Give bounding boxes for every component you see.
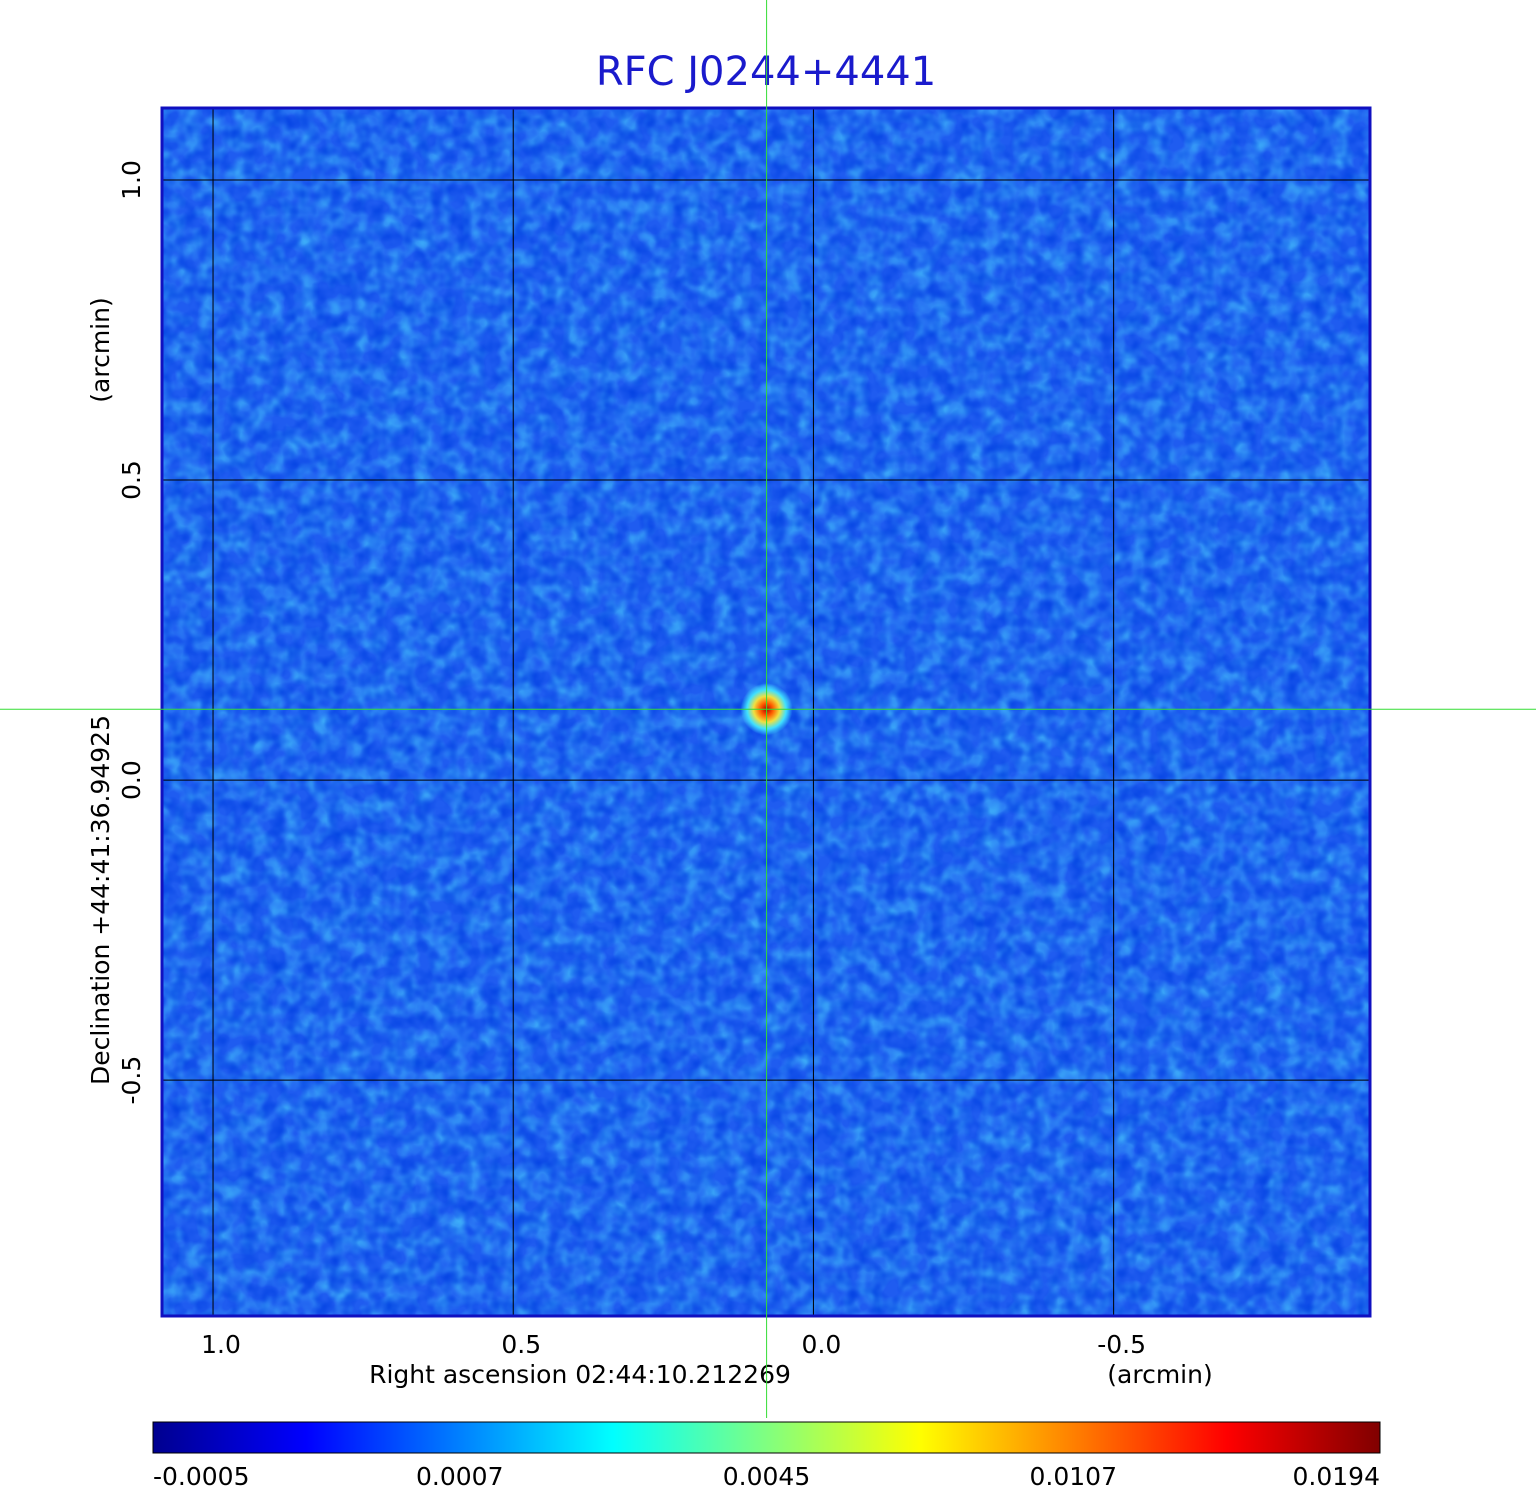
colorbar-tick-label: -0.0005 [153, 1462, 250, 1491]
y-axis-label: Declination +44:41:36.94925 [86, 715, 115, 1085]
y-axis-unit: (arcmin) [86, 297, 115, 402]
chart-title: RFC J0244+4441 [596, 49, 936, 95]
colorbar [152, 1421, 1381, 1454]
colorbar-tick-label: 0.0107 [1030, 1462, 1117, 1491]
x-axis-unit: (arcmin) [1107, 1360, 1212, 1389]
x-tick-label: -0.5 [1097, 1330, 1146, 1359]
colorbar-tick-label: 0.0194 [1293, 1462, 1380, 1491]
x-axis-label: Right ascension 02:44:10.212269 [369, 1360, 791, 1389]
y-tick-label: -0.5 [117, 1056, 146, 1105]
x-tick-label: 0.5 [501, 1330, 541, 1359]
x-tick-label: 0.0 [802, 1330, 842, 1359]
y-tick-label: 0.5 [117, 460, 146, 500]
y-tick-label: 1.0 [117, 160, 146, 200]
colorbar-tick-label: 0.0007 [416, 1462, 503, 1491]
frame [160, 106, 1372, 1318]
colorbar-tick-label: 0.0045 [723, 1462, 810, 1491]
x-tick-label: 1.0 [201, 1330, 241, 1359]
y-tick-label: 0.0 [117, 760, 146, 800]
